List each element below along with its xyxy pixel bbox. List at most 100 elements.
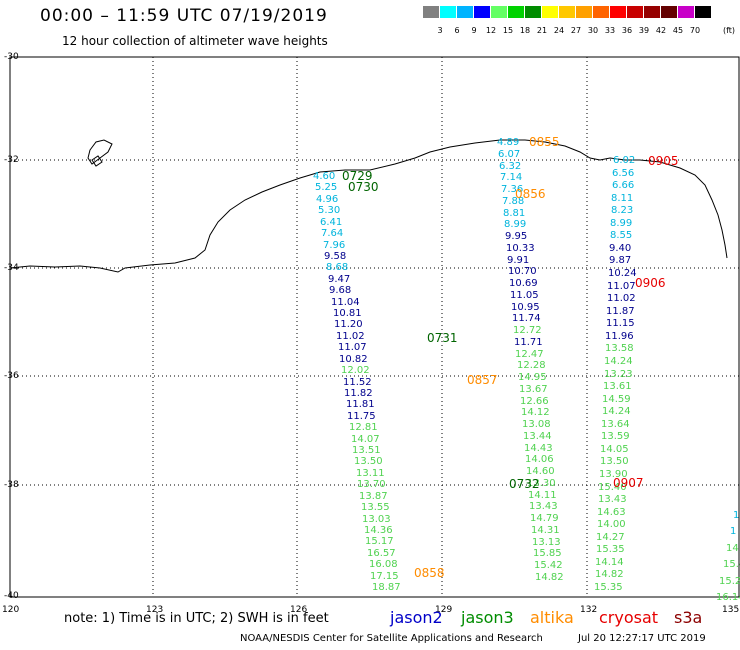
wave-height-value: 14.24 (604, 356, 633, 367)
wave-height-value: 10.81 (333, 308, 362, 319)
legend-label: 21 (536, 26, 548, 35)
wave-height-value: 11.96 (605, 331, 634, 342)
wave-height-value: 13.55 (361, 502, 390, 513)
wave-height-value: 5.30 (318, 205, 341, 216)
legend-swatch (491, 6, 507, 18)
wave-height-value: 15.2 (719, 576, 740, 587)
legend-label: 45 (672, 26, 684, 35)
wave-height-value: 14.79 (530, 513, 559, 524)
legend-cryosat: cryosat (599, 608, 659, 627)
legend-label: 27 (570, 26, 582, 35)
wave-height-value: 15.4 (723, 559, 740, 570)
wave-height-value: 13.67 (519, 384, 548, 395)
wave-height-value: 14.95 (518, 372, 547, 383)
wave-height-value: 14.12 (521, 407, 550, 418)
wave-height-value: 10.70 (508, 266, 537, 277)
legend-label: 42 (655, 26, 667, 35)
map-frame (9, 56, 740, 598)
legend-swatch (610, 6, 626, 18)
legend-jason3: jason3 (461, 608, 514, 627)
legend-swatch (678, 6, 694, 18)
wave-height-value: 15.42 (534, 560, 563, 571)
wave-height-value: 13.59 (601, 431, 630, 442)
wave-height-value: 8.81 (503, 208, 526, 219)
wave-height-value: 13.70 (357, 479, 386, 490)
legend-swatch (525, 6, 541, 18)
legend-label: 3 (437, 26, 443, 35)
time-label: 0730 (348, 180, 379, 194)
time-label: 0856 (515, 187, 546, 201)
wave-height-value: 11.20 (334, 319, 363, 330)
legend-jason2: jason2 (390, 608, 443, 627)
wave-height-value: 15.85 (533, 548, 562, 559)
wave-height-value: 7.14 (500, 172, 523, 183)
time-label: 0905 (648, 154, 679, 168)
wave-height-value: 14.59 (602, 394, 631, 405)
legend-swatch (576, 6, 592, 18)
wave-height-value: 6.56 (612, 168, 635, 179)
wave-height-value: 17.15 (370, 571, 399, 582)
page-title: 00:00 – 11:59 UTC 07/19/2019 (40, 6, 328, 26)
wave-height-value: 11.02 (607, 293, 636, 304)
wave-height-value: 7.64 (321, 228, 344, 239)
wave-height-value: 16.08 (369, 559, 398, 570)
wave-height-value: 12.28 (517, 360, 546, 371)
wave-height-value: 13.61 (603, 381, 632, 392)
wave-height-value: 14.63 (597, 507, 626, 518)
wave-height-value: 11.07 (607, 281, 636, 292)
wave-height-value: 12.47 (515, 349, 544, 360)
wave-height-value: 13.51 (352, 445, 381, 456)
legend-label: 24 (553, 26, 565, 35)
lat-label: -36 (4, 371, 19, 381)
wave-height-value: 8.55 (610, 230, 633, 241)
lon-label: 129 (435, 605, 453, 615)
lat-label: -32 (4, 155, 19, 165)
wave-height-value: 14.82 (595, 569, 624, 580)
wave-height-value: 9.47 (328, 274, 351, 285)
wave-height-value: 4.96 (316, 194, 339, 205)
wave-height-value: 15.17 (365, 536, 394, 547)
wave-height-value: 1 (733, 510, 740, 521)
wave-height-value: 13.43 (529, 501, 558, 512)
wave-height-value: 13.90 (599, 469, 628, 480)
wave-height-value: 11.87 (606, 306, 635, 317)
wave-height-value: 11.05 (510, 290, 539, 301)
lon-label: 132 (580, 605, 598, 615)
wave-height-value: 13.87 (359, 491, 388, 502)
wave-height-value: 8.99 (504, 219, 527, 230)
wave-height-value: 13.64 (601, 419, 630, 430)
wave-height-value: 13.50 (354, 456, 383, 467)
legend-swatch (695, 6, 711, 18)
legend-label: 70 (689, 26, 701, 35)
wave-height-value: 7.88 (502, 196, 525, 207)
wave-height-value: 15.35 (594, 582, 623, 593)
wave-height-value: 11.71 (514, 337, 543, 348)
wave-height-value: 13.50 (600, 456, 629, 467)
wave-height-value: 11.75 (347, 411, 376, 422)
wave-height-value: 6.32 (499, 161, 522, 172)
lon-label: 126 (290, 605, 308, 615)
wave-height-value: 13.08 (522, 419, 551, 430)
wave-height-value: 5.25 (315, 182, 338, 193)
time-label: 0907 (613, 476, 644, 490)
legend-swatch (593, 6, 609, 18)
wave-height-value: 9.87 (609, 255, 632, 266)
time-label: 0732 (509, 477, 540, 491)
time-label: 0858 (414, 566, 445, 580)
coastline-path (9, 139, 728, 273)
lat-label: -38 (4, 480, 19, 490)
wave-height-value: 6.41 (320, 217, 343, 228)
wave-height-value: 6.02 (613, 155, 636, 166)
wave-height-value: 10.24 (608, 268, 637, 279)
wave-height-value: 8.11 (611, 193, 634, 204)
legend-swatch (661, 6, 677, 18)
time-label: 0857 (467, 373, 498, 387)
legend-label: 15 (502, 26, 514, 35)
legend-swatch (474, 6, 490, 18)
wave-height-value: 14.07 (351, 434, 380, 445)
lat-label: -30 (4, 52, 19, 62)
wave-height-value: 14 (726, 543, 739, 554)
legend-label: 39 (638, 26, 650, 35)
legend-swatch (440, 6, 456, 18)
